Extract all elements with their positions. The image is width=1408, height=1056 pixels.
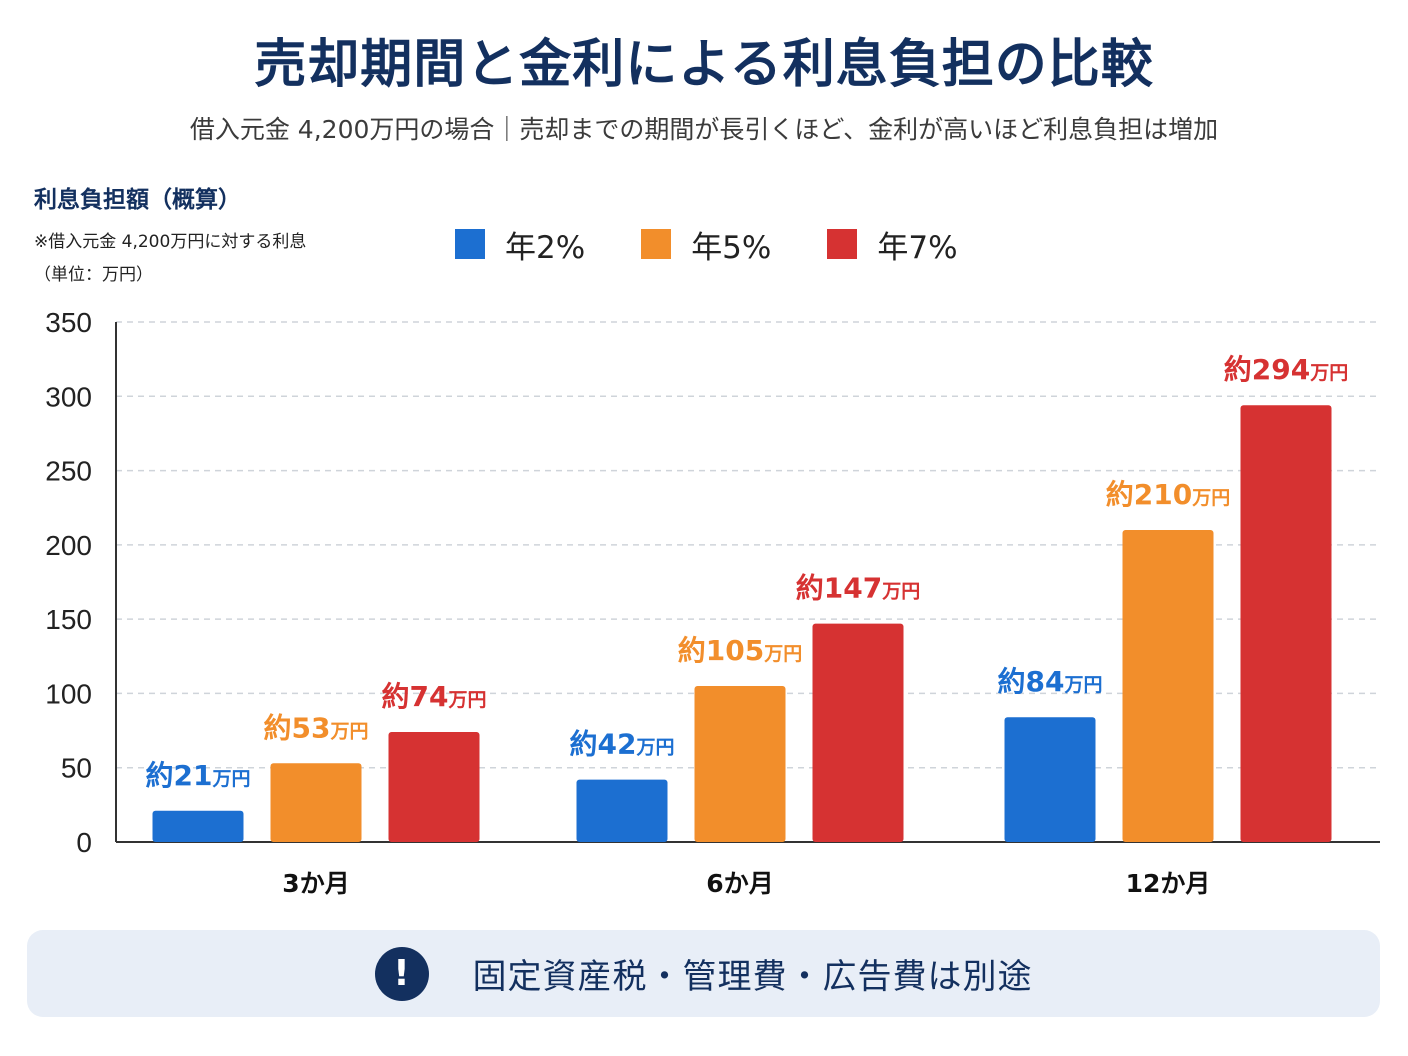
data-label: 約147万円 bbox=[796, 572, 920, 605]
y-tick-label: 0 bbox=[76, 827, 92, 858]
y-axis-note: ※借入元金 4,200万円に対する利息 （単位：万円） bbox=[34, 226, 306, 292]
x-tick-label: 3か月 bbox=[282, 869, 349, 898]
bar bbox=[270, 763, 362, 842]
data-label: 約105万円 bbox=[678, 634, 802, 667]
y-axis-title: 利息負担額（概算） bbox=[34, 187, 241, 213]
legend-item-2pct: 年2% bbox=[455, 222, 585, 267]
y-axis-note-unit: （単位：万円） bbox=[34, 265, 153, 285]
legend-item-5pct: 年5% bbox=[641, 222, 771, 267]
y-tick-label: 300 bbox=[45, 381, 92, 412]
y-tick-label: 100 bbox=[45, 678, 92, 709]
bar bbox=[694, 686, 786, 842]
legend-item-7pct: 年7% bbox=[827, 222, 958, 267]
chart-legend: 年2% 年5% 年7% bbox=[455, 226, 958, 266]
bar bbox=[1122, 530, 1214, 842]
data-label: 約294万円 bbox=[1224, 353, 1348, 386]
data-label: 約42万円 bbox=[570, 728, 675, 761]
footer-note-text: 固定資産税・管理費・広告費は別途 bbox=[472, 957, 1033, 997]
y-tick-label: 350 bbox=[45, 307, 92, 338]
legend-label-2pct: 年2% bbox=[505, 229, 586, 266]
data-label: 約74万円 bbox=[382, 680, 487, 713]
bar bbox=[1240, 405, 1332, 842]
y-axis-note-principal: ※借入元金 4,200万円に対する利息 bbox=[34, 232, 307, 252]
legend-swatch-5pct bbox=[641, 229, 672, 259]
data-label: 約53万円 bbox=[264, 711, 369, 744]
bar bbox=[388, 732, 480, 842]
bar bbox=[152, 810, 244, 842]
bar bbox=[576, 779, 668, 842]
legend-swatch-2pct bbox=[455, 229, 485, 259]
legend-swatch-7pct bbox=[827, 229, 858, 259]
chart-title: 売却期間と金利による利息負担の比較 bbox=[254, 35, 1154, 95]
data-label: 約84万円 bbox=[998, 665, 1103, 698]
data-label: 約210万円 bbox=[1106, 478, 1230, 511]
legend-label-7pct: 年7% bbox=[877, 229, 958, 266]
data-label: 約21万円 bbox=[146, 759, 251, 792]
exclamation-icon: ! bbox=[374, 946, 429, 1001]
legend-label-5pct: 年5% bbox=[691, 229, 772, 266]
y-tick-label: 200 bbox=[45, 530, 92, 561]
x-tick-label: 6か月 bbox=[706, 869, 773, 898]
x-tick-label: 12か月 bbox=[1126, 869, 1211, 898]
y-tick-label: 150 bbox=[45, 604, 92, 635]
chart-subtitle: 借入元金 4,200万円の場合｜売却までの期間が長引くほど、金利が高いほど利息負… bbox=[189, 115, 1219, 144]
bar bbox=[1004, 717, 1096, 842]
y-tick-label: 250 bbox=[45, 456, 92, 487]
y-tick-label: 50 bbox=[61, 753, 92, 784]
bar bbox=[812, 623, 904, 842]
footer-note-box: ! 固定資産税・管理費・広告費は別途 bbox=[27, 930, 1380, 1017]
